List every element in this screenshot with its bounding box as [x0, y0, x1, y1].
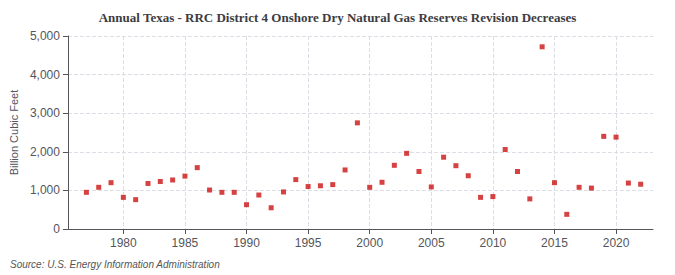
svg-text:1980: 1980 — [110, 236, 137, 250]
svg-text:0: 0 — [53, 222, 60, 236]
svg-text:1995: 1995 — [295, 236, 322, 250]
svg-text:3,000: 3,000 — [30, 106, 60, 120]
svg-text:2020: 2020 — [603, 236, 630, 250]
svg-text:5,000: 5,000 — [30, 29, 60, 43]
svg-text:2010: 2010 — [480, 236, 507, 250]
svg-text:1985: 1985 — [172, 236, 199, 250]
svg-text:2015: 2015 — [541, 236, 568, 250]
svg-text:Source: U.S. Energy Informatio: Source: U.S. Energy Information Administ… — [10, 259, 220, 270]
svg-text:2,000: 2,000 — [30, 145, 60, 159]
svg-text:4,000: 4,000 — [30, 68, 60, 82]
svg-text:2005: 2005 — [418, 236, 445, 250]
svg-text:1,000: 1,000 — [30, 183, 60, 197]
svg-text:2000: 2000 — [356, 236, 383, 250]
svg-text:Billion Cubic Feet: Billion Cubic Feet — [8, 90, 20, 176]
svg-text:1990: 1990 — [233, 236, 260, 250]
svg-text:Annual Texas - RRC District 4: Annual Texas - RRC District 4 Onshore Dr… — [99, 10, 577, 25]
